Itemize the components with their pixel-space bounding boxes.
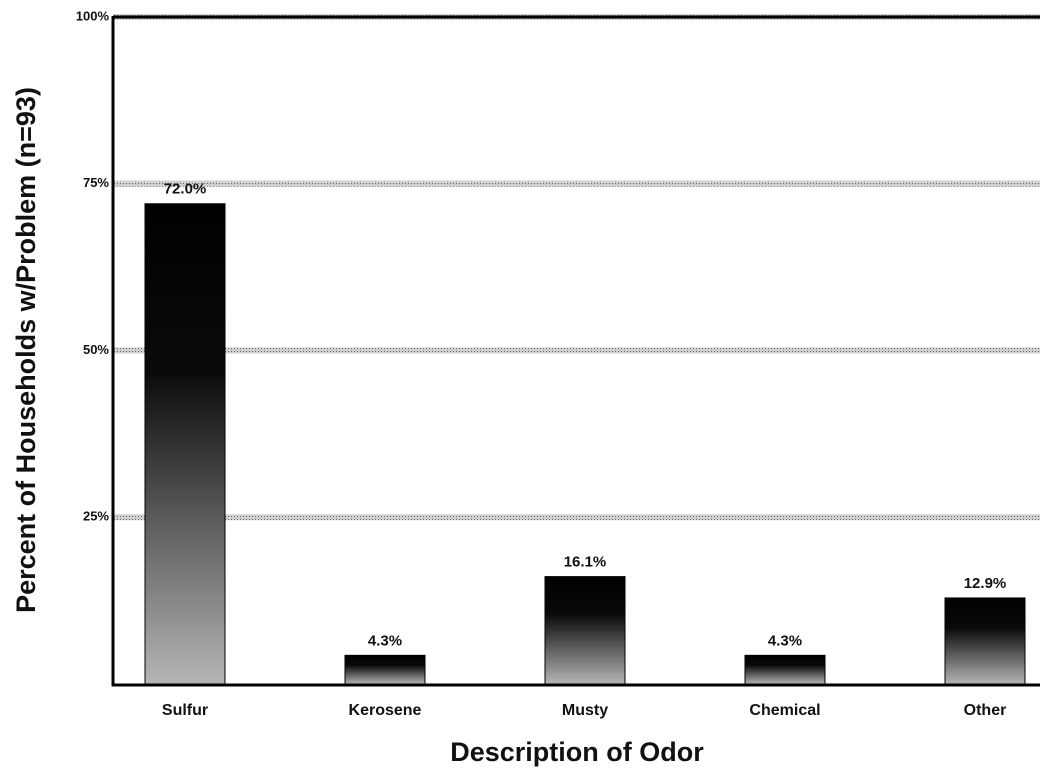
y-tick-label: 100%: [76, 8, 110, 23]
x-tick-label: Kerosene: [349, 702, 422, 719]
y-axis-title: Percent of Households w/Problem (n=93): [11, 87, 41, 613]
x-tick-label: Chemical: [749, 702, 820, 719]
grid-line: [113, 180, 1040, 187]
value-label: 72.0%: [164, 181, 207, 198]
frame: [111, 15, 1040, 687]
bar: [144, 203, 226, 685]
grid-line: [113, 514, 1040, 521]
grid: [113, 14, 1040, 521]
bar: [344, 654, 426, 685]
x-tick-label: Other: [964, 702, 1007, 719]
bar: [944, 597, 1026, 685]
value-label: 4.3%: [768, 632, 802, 649]
bar: [744, 654, 826, 685]
y-tick-label: 50%: [83, 342, 109, 357]
x-tick-label: Musty: [562, 702, 608, 719]
value-label: 4.3%: [368, 632, 402, 649]
bar: [544, 576, 626, 685]
y-tick-label: 25%: [83, 509, 109, 524]
y-tick-label: 75%: [83, 175, 109, 190]
value-label: 16.1%: [564, 554, 607, 571]
x-tick-label: Sulfur: [162, 702, 208, 719]
x-axis-title: Description of Odor: [450, 737, 704, 767]
value-label: 12.9%: [964, 575, 1007, 592]
bars: [144, 203, 1026, 685]
grid-line: [113, 347, 1040, 354]
